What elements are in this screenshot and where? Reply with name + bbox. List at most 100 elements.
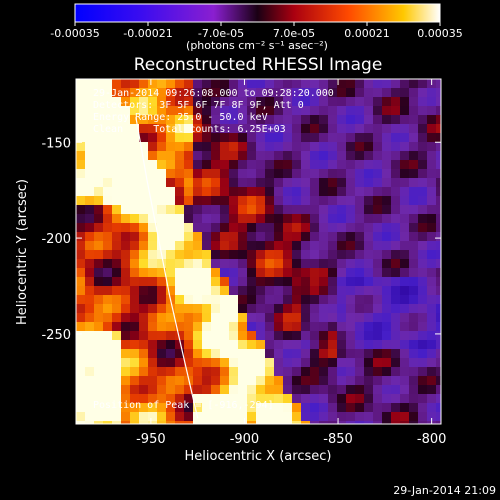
heatmap-cell: [373, 124, 383, 134]
heatmap-cell: [220, 205, 230, 215]
heatmap-cell: [229, 187, 239, 197]
heatmap-cell: [130, 160, 140, 170]
heatmap-cell: [76, 214, 86, 224]
heatmap-cell: [256, 421, 266, 424]
heatmap-cell: [76, 367, 86, 377]
heatmap-cell: [184, 196, 194, 206]
heatmap-cell: [355, 196, 365, 206]
heatmap-cell: [427, 340, 437, 350]
heatmap-cell: [310, 178, 320, 188]
heatmap-cell: [121, 385, 131, 395]
heatmap-cell: [409, 232, 419, 242]
heatmap-cell: [364, 403, 374, 413]
heatmap-cell: [157, 241, 167, 251]
heatmap-cell: [229, 178, 239, 188]
heatmap-cell: [355, 142, 365, 152]
heatmap-cell: [184, 124, 194, 134]
heatmap-cell: [301, 340, 311, 350]
heatmap-cell: [85, 367, 95, 377]
heatmap-cell: [247, 340, 257, 350]
heatmap-cell: [220, 295, 230, 305]
heatmap-cell: [292, 79, 302, 89]
heatmap-cell: [346, 367, 356, 377]
colorbar-tick-label: -0.00021: [123, 27, 172, 40]
heatmap-cell: [94, 142, 104, 152]
heatmap-cell: [355, 385, 365, 395]
heatmap-cell: [418, 205, 428, 215]
annotation-clean-counts: Clean Total counts: 6.25E+03: [93, 124, 286, 135]
heatmap-cell: [112, 151, 122, 161]
heatmap-cell: [373, 250, 383, 260]
heatmap-cell: [310, 169, 320, 179]
heatmap-cell: [202, 97, 212, 107]
heatmap-cell: [103, 403, 113, 413]
heatmap-cell: [418, 340, 428, 350]
heatmap-cell: [337, 277, 347, 287]
heatmap-cell: [157, 88, 167, 98]
heatmap-cell: [103, 79, 113, 89]
heatmap-cell: [355, 412, 365, 422]
heatmap-cell: [319, 196, 329, 206]
heatmap-cell: [409, 178, 419, 188]
heatmap-cell: [265, 160, 275, 170]
heatmap-cell: [364, 322, 374, 332]
heatmap-cell: [148, 304, 158, 314]
heatmap-cell: [202, 313, 212, 323]
footer-timestamp: 29-Jan-2014 21:09: [393, 484, 496, 497]
heatmap-cell: [94, 88, 104, 98]
heatmap-cell: [373, 187, 383, 197]
heatmap-cell: [256, 79, 266, 89]
heatmap-cell: [364, 331, 374, 341]
heatmap-cell: [400, 385, 410, 395]
heatmap-cell: [247, 331, 257, 341]
heatmap-cell: [265, 106, 275, 116]
heatmap-cell: [427, 115, 437, 125]
heatmap-cell: [274, 196, 284, 206]
heatmap-cell: [247, 313, 257, 323]
heatmap-cell: [328, 88, 338, 98]
heatmap-cell: [112, 394, 122, 404]
heatmap-cell: [283, 205, 293, 215]
heatmap-cell: [400, 358, 410, 368]
heatmap-cell: [247, 115, 257, 125]
heatmap-cell: [355, 295, 365, 305]
heatmap-cell: [301, 367, 311, 377]
heatmap-cell: [94, 385, 104, 395]
heatmap-cell: [121, 259, 131, 269]
heatmap-cell: [139, 115, 149, 125]
heatmap-cell: [328, 376, 338, 386]
heatmap-cell: [85, 259, 95, 269]
heatmap-cell: [283, 223, 293, 233]
heatmap-cell: [184, 349, 194, 359]
heatmap-cell: [112, 142, 122, 152]
heatmap-cell: [382, 394, 392, 404]
heatmap-cell: [409, 403, 419, 413]
heatmap-cell: [418, 151, 428, 161]
heatmap-cell: [247, 322, 257, 332]
heatmap-cell: [157, 286, 167, 296]
heatmap-cell: [436, 142, 441, 152]
heatmap-cell: [274, 205, 284, 215]
heatmap-cell: [400, 313, 410, 323]
heatmap-cell: [283, 115, 293, 125]
heatmap-cell: [382, 160, 392, 170]
heatmap-cell: [112, 250, 122, 260]
heatmap-cell: [229, 124, 239, 134]
heatmap-cell: [355, 178, 365, 188]
heatmap-cell: [328, 115, 338, 125]
heatmap-cell: [427, 349, 437, 359]
heatmap-cell: [355, 313, 365, 323]
heatmap-cell: [400, 151, 410, 161]
heatmap-cell: [346, 160, 356, 170]
heatmap-cell: [238, 385, 248, 395]
heatmap-cell: [184, 151, 194, 161]
heatmap-cell: [418, 79, 428, 89]
heatmap-cell: [427, 385, 437, 395]
heatmap-cell: [292, 331, 302, 341]
heatmap-cell: [436, 196, 441, 206]
heatmap-cell: [148, 349, 158, 359]
heatmap-cell: [346, 268, 356, 278]
heatmap-cell: [94, 241, 104, 251]
heatmap-cell: [337, 412, 347, 422]
heatmap-cell: [337, 88, 347, 98]
